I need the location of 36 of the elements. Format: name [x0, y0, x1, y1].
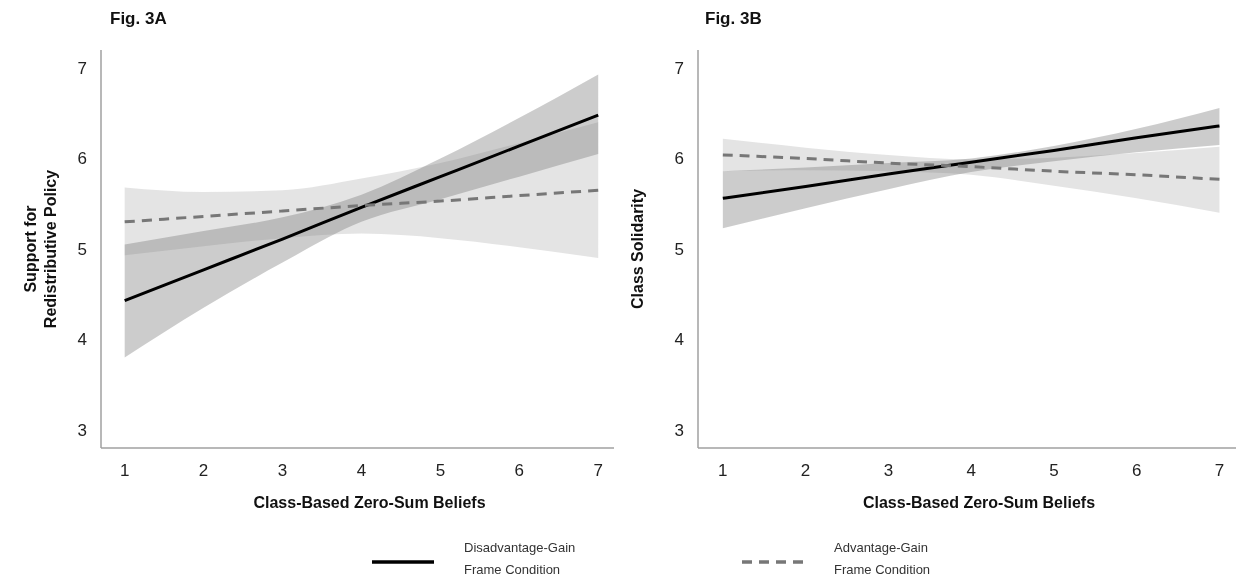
x-tick-label: 4: [356, 461, 367, 480]
x-tick-label: 7: [593, 461, 603, 480]
x-tick-label: 2: [800, 461, 811, 480]
legend-label: Disadvantage-Gain Frame Condition: [464, 540, 576, 577]
y-tick-label: 7: [674, 59, 684, 79]
chart-title: Fig. 3B: [705, 9, 762, 28]
x-axis-title: Class-Based Zero-Sum Beliefs: [253, 494, 486, 511]
y-tick-label: 6: [674, 149, 684, 169]
x-tick-label: 1: [119, 461, 130, 480]
line-series: [123, 188, 600, 224]
x-tick-label: 5: [1049, 461, 1059, 480]
y-tick-label: 3: [674, 420, 684, 440]
y-axis-title: Support for Redistributive Policy: [22, 169, 59, 329]
x-axis-title: Class-Based Zero-Sum Beliefs: [862, 494, 1096, 511]
x-tick-label: 7: [1214, 461, 1225, 480]
y-tick-label: 4: [674, 330, 684, 350]
line-series: [721, 153, 1221, 181]
x-tick-label: 6: [1131, 461, 1142, 480]
x-tick-label: 5: [435, 461, 446, 480]
x-tick-label: 2: [198, 461, 209, 480]
chart-title: Fig. 3A: [110, 9, 167, 28]
y-tick-label: 4: [77, 330, 87, 350]
y-tick-label: 3: [77, 420, 87, 440]
y-axis-title: Class Solidarity: [629, 188, 646, 310]
x-tick-label: 1: [718, 461, 728, 480]
legend-label: Advantage-Gain Frame Condition: [834, 540, 931, 577]
y-tick-label: 5: [674, 239, 684, 259]
x-tick-label: 6: [514, 461, 525, 480]
x-tick-label: 3: [883, 461, 894, 480]
y-tick-label: 6: [77, 149, 87, 169]
line-series: [123, 113, 600, 303]
y-tick-label: 5: [77, 239, 87, 259]
x-tick-label: 3: [277, 461, 288, 480]
y-tick-label: 7: [77, 59, 87, 79]
x-tick-label: 4: [966, 461, 976, 480]
line-series: [721, 124, 1221, 200]
